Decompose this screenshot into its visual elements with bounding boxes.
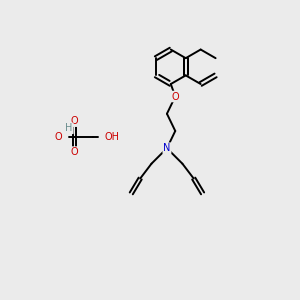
Text: N: N bbox=[163, 143, 171, 153]
Text: O: O bbox=[70, 147, 78, 157]
Text: H: H bbox=[65, 123, 73, 133]
Text: OH: OH bbox=[104, 132, 119, 142]
Text: O: O bbox=[172, 92, 179, 101]
Text: O: O bbox=[55, 132, 62, 142]
Text: O: O bbox=[70, 116, 78, 126]
